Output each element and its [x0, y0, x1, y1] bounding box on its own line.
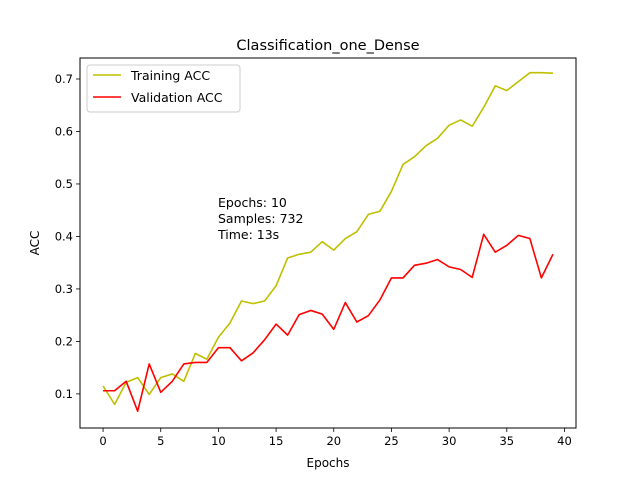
annotation: Epochs: 10 Samples: 732 Time: 13s: [217, 195, 303, 242]
series-line-validation: [103, 233, 554, 413]
y-tick-label: 0.4: [55, 229, 73, 243]
y-axis-label: ACC: [28, 231, 42, 256]
y-tick-label: 0.2: [55, 334, 73, 348]
x-axis: 0 5 10 15 20 25 30 35 40: [99, 428, 572, 448]
plot-frame: [79, 57, 577, 429]
legend-label-validation: Validation ACC: [131, 90, 223, 105]
legend: Training ACC Validation ACC: [86, 64, 241, 113]
y-tick-label: 0.6: [55, 124, 73, 138]
x-tick-label: 25: [384, 434, 399, 448]
annotation-line: Samples: 732: [218, 211, 303, 226]
x-axis-label: Epochs: [307, 456, 350, 470]
y-tick-label: 0.1: [55, 387, 73, 401]
y-tick-label: 0.7: [55, 72, 73, 86]
legend-box: [86, 64, 241, 113]
series-line-training: [102, 71, 553, 406]
y-tick-label: 0.5: [55, 177, 73, 191]
x-tick-label: 40: [557, 434, 572, 448]
legend-label-training: Training ACC: [130, 68, 210, 83]
y-axis: 0.1 0.2 0.3 0.4 0.5 0.6 0.7: [55, 72, 80, 401]
chart-title: Classification_one_Dense: [236, 38, 419, 54]
x-tick-label: 0: [99, 434, 106, 448]
y-tick-label: 0.3: [55, 282, 73, 296]
annotation-line: Epochs: 10: [218, 195, 287, 210]
x-tick-label: 5: [157, 434, 164, 448]
plot-lines: [102, 71, 554, 413]
annotation-line: Time: 13s: [217, 227, 279, 242]
x-tick-label: 30: [442, 434, 457, 448]
x-tick-label: 10: [211, 434, 226, 448]
x-tick-label: 20: [326, 434, 341, 448]
x-tick-label: 35: [499, 434, 514, 448]
x-tick-label: 15: [269, 434, 284, 448]
